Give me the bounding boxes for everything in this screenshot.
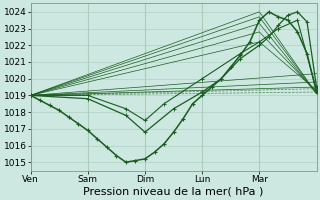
X-axis label: Pression niveau de la mer( hPa ): Pression niveau de la mer( hPa ): [84, 187, 264, 197]
